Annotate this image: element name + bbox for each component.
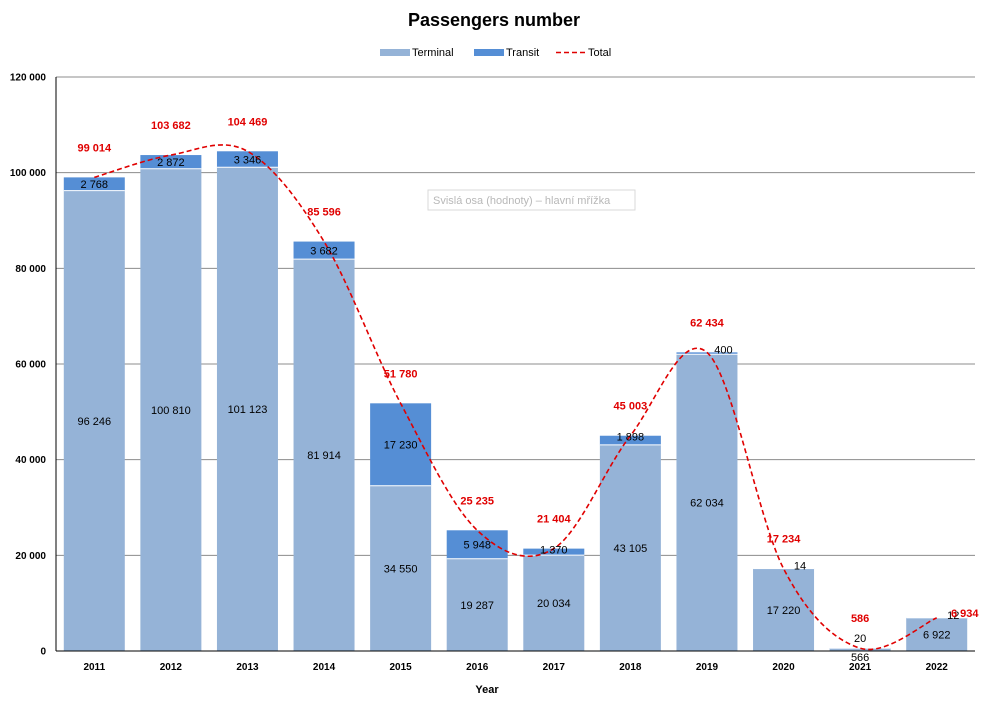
terminal-value-label: 96 246: [77, 416, 111, 428]
transit-value-label: 2 768: [81, 179, 109, 191]
transit-value-label: 20: [854, 633, 866, 645]
total-value-label: 45 003: [614, 401, 648, 413]
bar-terminal: [216, 167, 278, 651]
x-tick-label: 2022: [926, 662, 949, 673]
terminal-value-label: 19 287: [460, 600, 494, 612]
bars: [63, 151, 968, 652]
y-tick-label: 40 000: [15, 455, 46, 466]
chart-title: Passengers number: [408, 10, 580, 30]
transit-value-label: 12: [947, 610, 959, 622]
data-labels: 96 246 2 768 99 014 100 810 2 872 103 682 101 …: [77, 116, 979, 664]
terminal-value-label: 62 034: [690, 498, 724, 510]
total-line: [94, 144, 938, 651]
total-value-label: 17 234: [767, 534, 802, 546]
bar-transit: [63, 177, 125, 191]
y-tick-label: 120 000: [10, 73, 47, 84]
terminal-value-label: 6 922: [923, 629, 951, 641]
transit-value-label: 400: [714, 344, 732, 356]
x-tick-label: 2014: [313, 662, 336, 673]
bar-terminal: [676, 354, 738, 651]
transit-value-label: 3 346: [234, 154, 262, 166]
terminal-value-label: 100 810: [151, 405, 191, 417]
x-tick-label: 2011: [83, 662, 105, 673]
legend-terminal: Terminal: [380, 47, 454, 59]
legend-swatch: [474, 49, 504, 56]
legend-swatch: [380, 49, 410, 56]
terminal-value-label: 20 034: [537, 598, 571, 610]
x-axis-ticks: 2011 2012 2013 2014 2015 2016 2017 2018 2019 2020…: [83, 662, 948, 673]
x-tick-label: 2018: [619, 662, 642, 673]
y-axis-ticks: 0 20 000 40 000 60 000 80 000 100 000 120 000: [10, 73, 47, 658]
terminal-value-label: 34 550: [384, 563, 418, 575]
y-tick-label: 80 000: [15, 264, 46, 275]
x-tick-label: 2019: [696, 662, 719, 673]
legend-transit: Transit: [474, 47, 539, 59]
bar-transit: [370, 403, 432, 486]
legend-total: Total: [556, 47, 611, 59]
terminal-value-label: 566: [851, 652, 869, 664]
total-value-label: 21 404: [537, 514, 572, 526]
total-value-label: 51 780: [384, 368, 418, 380]
bar-transit: [446, 530, 508, 559]
tooltip-box: [427, 189, 636, 211]
bar-terminal: [753, 568, 815, 651]
legend-label: Transit: [506, 47, 539, 59]
total-value-label: 103 682: [151, 120, 191, 132]
total-value-label: 6 934: [951, 608, 979, 620]
tooltip-text: Svislá osa (hodnoty) – hlavní mřížka: [433, 195, 611, 207]
bar-terminal: [140, 168, 202, 651]
y-tick-label: 100 000: [10, 168, 47, 179]
x-tick-label: 2016: [466, 662, 489, 673]
transit-value-label: 1 898: [617, 432, 645, 444]
terminal-value-label: 17 220: [767, 605, 801, 617]
x-tick-label: 2015: [390, 662, 413, 673]
bar-transit: [523, 548, 585, 556]
terminal-value-label: 81 914: [307, 450, 341, 462]
total-value-label: 25 235: [460, 495, 494, 507]
transit-value-label: 2 872: [157, 157, 185, 169]
bar-terminal: [63, 190, 125, 652]
transit-value-label: 1 370: [540, 545, 568, 557]
legend-label: Terminal: [412, 47, 454, 59]
gridlines: [56, 76, 975, 556]
bar-terminal: [370, 485, 432, 651]
bar-terminal: [446, 558, 508, 651]
total-value-label: 586: [851, 613, 869, 625]
axes: [55, 77, 975, 652]
y-tick-label: 0: [40, 647, 46, 658]
bar-terminal: [523, 555, 585, 651]
x-axis-title: Year: [475, 684, 499, 696]
legend: Terminal Transit Total: [380, 47, 611, 59]
terminal-value-label: 43 105: [614, 543, 648, 555]
total-value-label: 62 434: [690, 317, 725, 329]
terminal-value-label: 101 123: [228, 404, 268, 416]
bar-terminal: [906, 617, 968, 651]
bar-terminal: [293, 259, 355, 651]
transit-value-label: 14: [794, 561, 806, 573]
transit-value-label: 5 948: [463, 540, 491, 552]
bar-terminal: [829, 648, 891, 651]
x-tick-label: 2020: [772, 662, 795, 673]
bar-terminal: [599, 444, 661, 651]
x-tick-label: 2021: [849, 662, 872, 673]
total-value-label: 104 469: [228, 116, 268, 128]
total-value-label: 85 596: [307, 207, 341, 219]
transit-value-label: 3 682: [310, 245, 338, 257]
total-line-path: [94, 144, 938, 651]
y-tick-label: 20 000: [15, 551, 46, 562]
y-tick-label: 60 000: [15, 360, 46, 371]
x-tick-label: 2017: [543, 662, 566, 673]
legend-label: Total: [588, 47, 611, 59]
gridline-tooltip: Svislá osa (hodnoty) – hlavní mřížka: [427, 189, 636, 211]
total-value-label: 99 014: [77, 142, 112, 154]
transit-value-label: 17 230: [384, 440, 418, 452]
x-tick-label: 2013: [236, 662, 259, 673]
x-tick-label: 2012: [160, 662, 183, 673]
bar-transit: [216, 151, 278, 168]
bar-transit: [599, 435, 661, 445]
bar-transit: [293, 241, 355, 260]
